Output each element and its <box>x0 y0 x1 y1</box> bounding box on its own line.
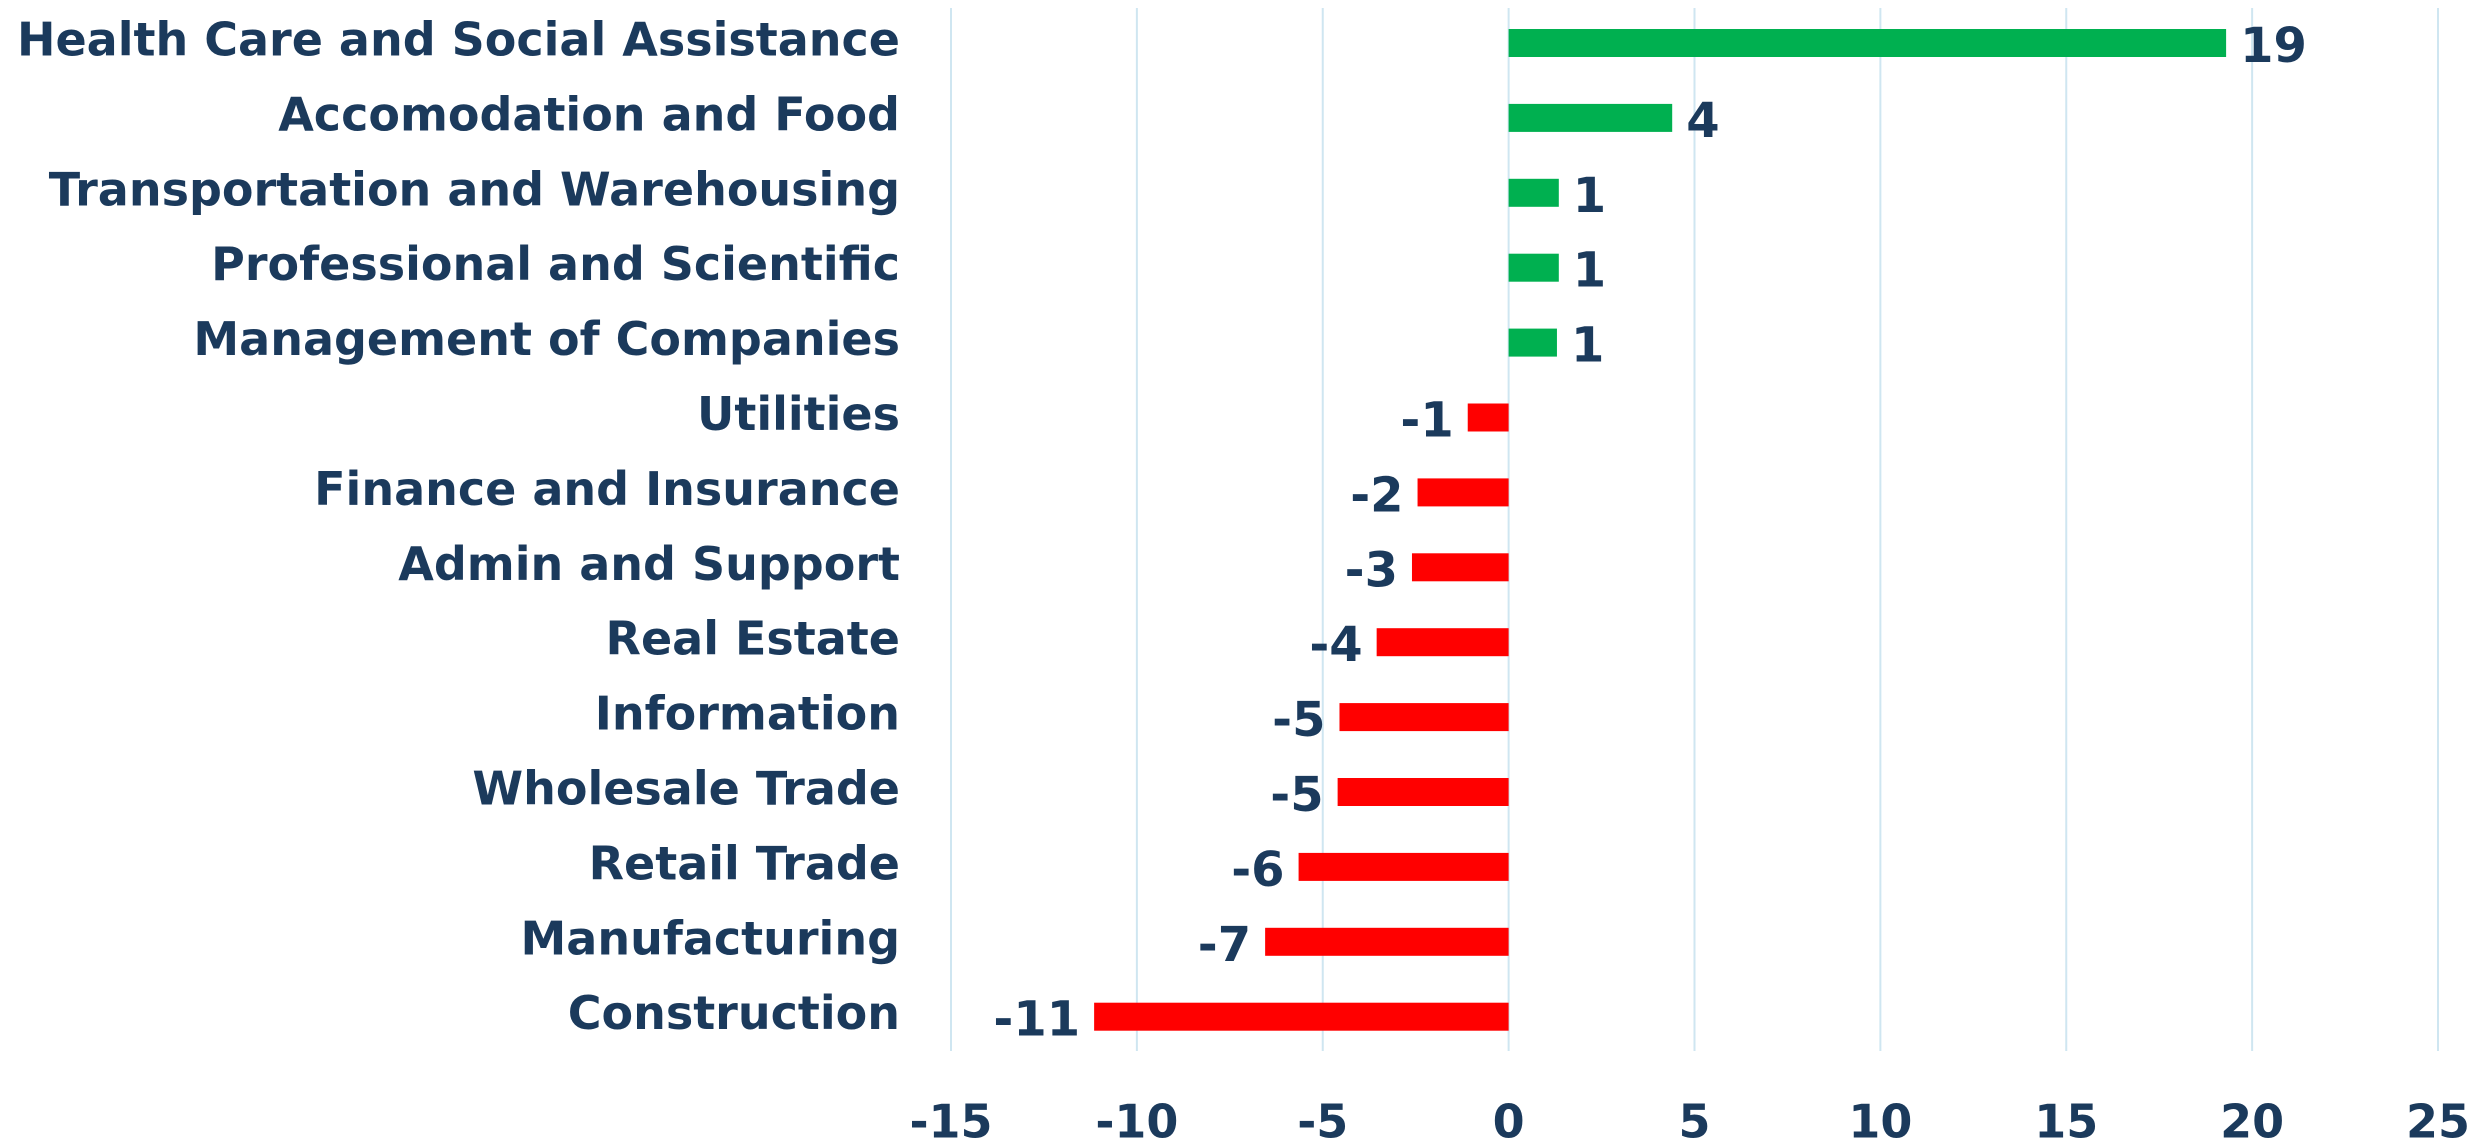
y-tick-label: Real Estate <box>606 612 900 666</box>
x-tick-label: -15 <box>909 1095 992 1146</box>
bar <box>1417 478 1509 507</box>
bar <box>1094 1002 1509 1031</box>
data-label: -1 <box>1400 393 1453 449</box>
x-tick-label: -5 <box>1297 1095 1348 1146</box>
data-label: -7 <box>1198 917 1251 973</box>
bar <box>1298 852 1509 881</box>
x-tick-label: 20 <box>2220 1095 2284 1146</box>
y-tick-label: Manufacturing <box>521 911 901 965</box>
y-tick-label: Professional and Scientific <box>211 237 900 291</box>
y-tick-label: Utilities <box>697 387 900 441</box>
bar <box>1411 553 1509 582</box>
bar <box>1339 703 1509 732</box>
x-tick-label: 0 <box>1493 1095 1525 1146</box>
data-label: 1 <box>1573 168 1606 224</box>
data-label: -11 <box>993 992 1080 1048</box>
data-label: -5 <box>1272 692 1325 748</box>
data-label: 1 <box>1573 243 1606 299</box>
data-label: -5 <box>1270 767 1323 823</box>
y-tick-label: Wholesale Trade <box>472 762 900 816</box>
x-tick-label: 15 <box>2034 1095 2098 1146</box>
bar <box>1376 628 1509 657</box>
y-tick-label: Information <box>595 687 900 741</box>
data-label: 19 <box>2240 18 2307 74</box>
y-tick-label: Accomodation and Food <box>278 87 900 141</box>
y-tick-label: Finance and Insurance <box>314 462 900 516</box>
bar <box>1508 328 1557 357</box>
bar <box>1508 103 1673 132</box>
data-label: -2 <box>1350 467 1403 523</box>
bar <box>1337 778 1509 806</box>
bar <box>1508 253 1559 282</box>
data-label: -6 <box>1231 842 1284 898</box>
y-tick-label: Health Care and Social Assistance <box>17 13 900 67</box>
bar <box>1508 178 1559 207</box>
y-tick-label: Retail Trade <box>589 836 900 890</box>
x-tick-label: -10 <box>1095 1095 1178 1146</box>
data-label: -3 <box>1345 542 1398 598</box>
x-tick-label: 25 <box>2406 1095 2470 1146</box>
data-label: 1 <box>1571 318 1604 374</box>
x-tick-label: 5 <box>1678 1095 1710 1146</box>
y-tick-label: Construction <box>568 986 900 1040</box>
y-tick-label: Transportation and Warehousing <box>49 162 900 216</box>
x-tick-label: 10 <box>1848 1095 1912 1146</box>
y-tick-label: Admin and Support <box>398 537 900 591</box>
data-label: 4 <box>1686 93 1719 149</box>
y-tick-label: Management of Companies <box>193 312 900 366</box>
bar <box>1467 403 1509 432</box>
bar <box>1508 29 2227 57</box>
data-label: -4 <box>1309 617 1362 673</box>
bar <box>1265 927 1509 956</box>
